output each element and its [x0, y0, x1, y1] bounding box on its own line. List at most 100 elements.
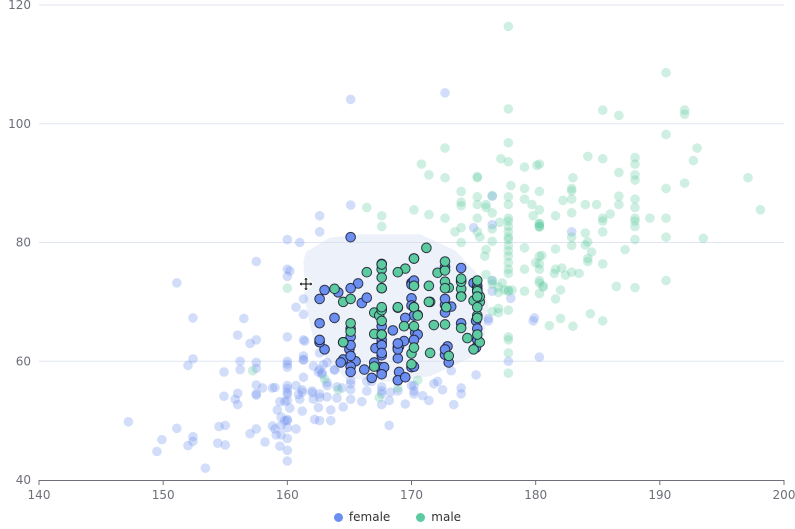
female-point [251, 363, 262, 374]
male-point [550, 244, 561, 254]
male-point [586, 247, 597, 257]
male-point [556, 263, 567, 273]
male-point-selected [462, 332, 473, 344]
male-point-selected [439, 256, 451, 267]
male-point [497, 278, 507, 288]
male-point [456, 237, 466, 248]
female-point [487, 275, 498, 286]
male-point [568, 321, 578, 332]
female-point [280, 415, 290, 426]
male-point-selected [406, 358, 417, 370]
female-point [245, 428, 255, 439]
female-point [528, 316, 538, 326]
female-point [282, 433, 293, 444]
male-point-selected [376, 329, 388, 340]
male-point [456, 197, 466, 207]
legend: female male [0, 510, 795, 524]
unselected-points [123, 21, 766, 473]
female-point [376, 381, 387, 392]
x-tick-label: 150 [152, 488, 175, 502]
male-point [597, 213, 608, 223]
female-point [282, 422, 293, 433]
male-point [503, 216, 514, 226]
female-point [308, 361, 319, 371]
female-point [272, 405, 283, 415]
male-point-selected [421, 242, 432, 254]
male-point [450, 227, 460, 237]
male-point [630, 216, 640, 226]
female-point [282, 445, 293, 456]
male-point [456, 200, 466, 211]
male-point [620, 244, 630, 255]
female-point [267, 421, 278, 431]
female-point [282, 332, 293, 342]
male-point [568, 172, 578, 183]
legend-item-male[interactable]: male [416, 510, 461, 524]
male-point [503, 232, 514, 242]
female-point [275, 441, 285, 451]
male-point-selected [455, 273, 467, 285]
female-point [276, 412, 286, 422]
female-point [260, 437, 270, 447]
female-point [183, 440, 193, 451]
male-point [503, 332, 514, 342]
male-point [487, 224, 498, 234]
male-point-selected [439, 319, 451, 330]
male-point-selected [423, 280, 435, 292]
female-point [345, 200, 356, 210]
male-point [409, 205, 419, 215]
female-point [314, 389, 325, 399]
male-point [534, 222, 545, 232]
female-point [285, 266, 295, 276]
female-point [257, 383, 268, 393]
legend-item-female[interactable]: female [333, 510, 390, 524]
male-point-selected [424, 347, 436, 359]
female-point-selected [314, 334, 325, 346]
male-point [333, 384, 344, 395]
male-point [549, 268, 560, 279]
male-point [374, 392, 385, 403]
male-point [481, 202, 491, 213]
male-point [503, 191, 514, 202]
female-point [282, 380, 293, 391]
female-point [219, 391, 229, 402]
female-point [429, 379, 439, 389]
female-point-selected [314, 293, 325, 305]
male-point [507, 285, 517, 295]
female-point [267, 383, 278, 393]
male-point [503, 213, 514, 223]
female-point [432, 376, 443, 387]
female-point [251, 335, 262, 345]
male-point [611, 281, 622, 292]
male-point [487, 236, 498, 247]
male-point [661, 129, 671, 140]
male-point [474, 232, 485, 242]
male-point-selected [329, 283, 340, 295]
female-point [294, 394, 305, 405]
male-point-selected [376, 259, 388, 270]
male-point [698, 233, 709, 244]
male-point [503, 21, 514, 32]
male-point [503, 156, 514, 167]
female-point [329, 365, 340, 375]
female-point [424, 395, 434, 406]
female-point [282, 415, 293, 426]
male-point [499, 285, 510, 295]
male-point [503, 264, 514, 275]
male-point [416, 159, 427, 169]
female-point [188, 354, 198, 364]
x-tick-label: 200 [773, 488, 795, 502]
male-point-selected [439, 282, 451, 294]
male-point [376, 210, 387, 221]
male-point-selected [408, 320, 420, 332]
female-point [345, 94, 356, 105]
male-point [412, 375, 423, 386]
female-point [245, 338, 255, 349]
female-point [393, 386, 403, 396]
female-point [291, 302, 301, 313]
female-point [471, 370, 481, 380]
female-point [325, 415, 336, 426]
female-point [188, 313, 198, 323]
female-point [385, 387, 396, 397]
